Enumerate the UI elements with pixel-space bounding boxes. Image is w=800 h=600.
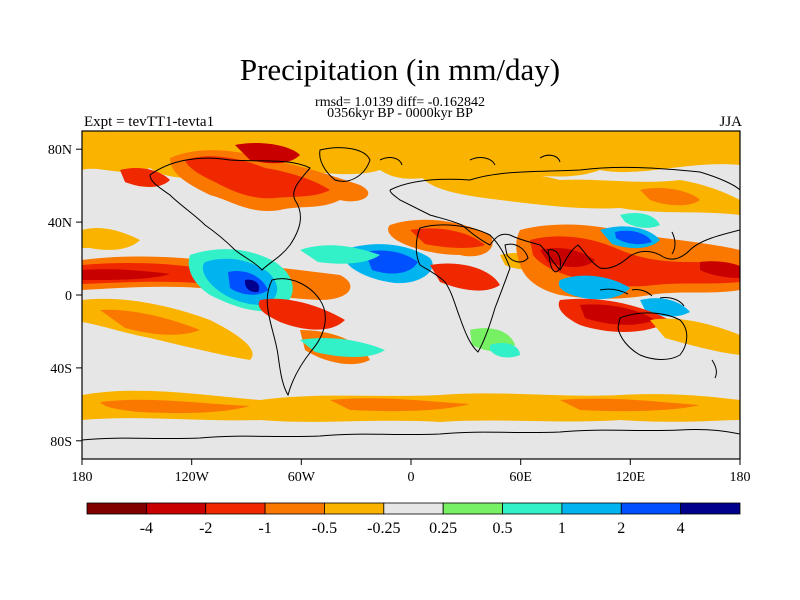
colorbar-label: -4 [140, 520, 153, 537]
lon-tick-label: 0 [408, 470, 415, 485]
latitude-labels: 80N 40N 0 40S 80S [48, 143, 72, 450]
colorbar [86, 502, 741, 515]
colorbar-swatch [502, 502, 563, 515]
stats-text: rmsd= 1.0139 diff= -0.162842 [315, 95, 485, 110]
colorbar-swatch [264, 502, 325, 515]
lat-tick-label: 0 [65, 289, 72, 304]
colorbar-label: 2 [617, 520, 625, 537]
lat-tick-label: 40N [48, 216, 72, 231]
colorbar-label: 4 [677, 520, 685, 537]
tick-marks [76, 148, 741, 465]
colorbar-swatch [205, 502, 266, 515]
precip-field [82, 131, 740, 459]
colorbar-labels: -4 -2 -1 -0.5 -0.25 0.25 0.5 1 2 4 [140, 520, 685, 537]
lat-tick-label: 80S [50, 435, 72, 450]
colorbar-label: -0.5 [312, 520, 337, 537]
lon-tick-label: 120W [175, 470, 210, 485]
colorbar-swatch [145, 502, 207, 515]
colorbar-label: 0.5 [493, 520, 513, 537]
lon-tick-label: 180 [730, 470, 751, 485]
lon-tick-label: 180 [72, 470, 93, 485]
colorbar-label: 0.25 [429, 520, 457, 537]
season-label: JJA [719, 114, 742, 130]
colorbar-label: -1 [258, 520, 271, 537]
colorbar-swatch [86, 502, 147, 515]
lon-tick-label: 120E [616, 470, 646, 485]
lat-tick-label: 80N [48, 143, 72, 158]
period-text: 0356kyr BP - 0000kyr BP [327, 106, 473, 121]
colorbar-label: 1 [558, 520, 566, 537]
lon-tick-label: 60E [509, 470, 532, 485]
colorbar-swatch [383, 502, 444, 515]
colorbar-label: -0.25 [367, 520, 400, 537]
colorbar-swatch [561, 502, 622, 515]
coastlines [82, 147, 740, 441]
colorbar-swatch [324, 502, 385, 515]
experiment-label: Expt = tevTT1-tevta1 [84, 114, 215, 130]
map-title: Precipitation (in mm/day) [239, 52, 561, 87]
lon-tick-label: 60W [288, 470, 316, 485]
colorbar-label: -2 [199, 520, 212, 537]
colorbar-swatch [442, 502, 503, 515]
lat-tick-label: 40S [50, 362, 72, 377]
longitude-labels: 180 120W 60W 0 60E 120E 180 [72, 470, 751, 485]
colorbar-swatch [620, 502, 682, 515]
colorbar-swatch [680, 502, 741, 515]
